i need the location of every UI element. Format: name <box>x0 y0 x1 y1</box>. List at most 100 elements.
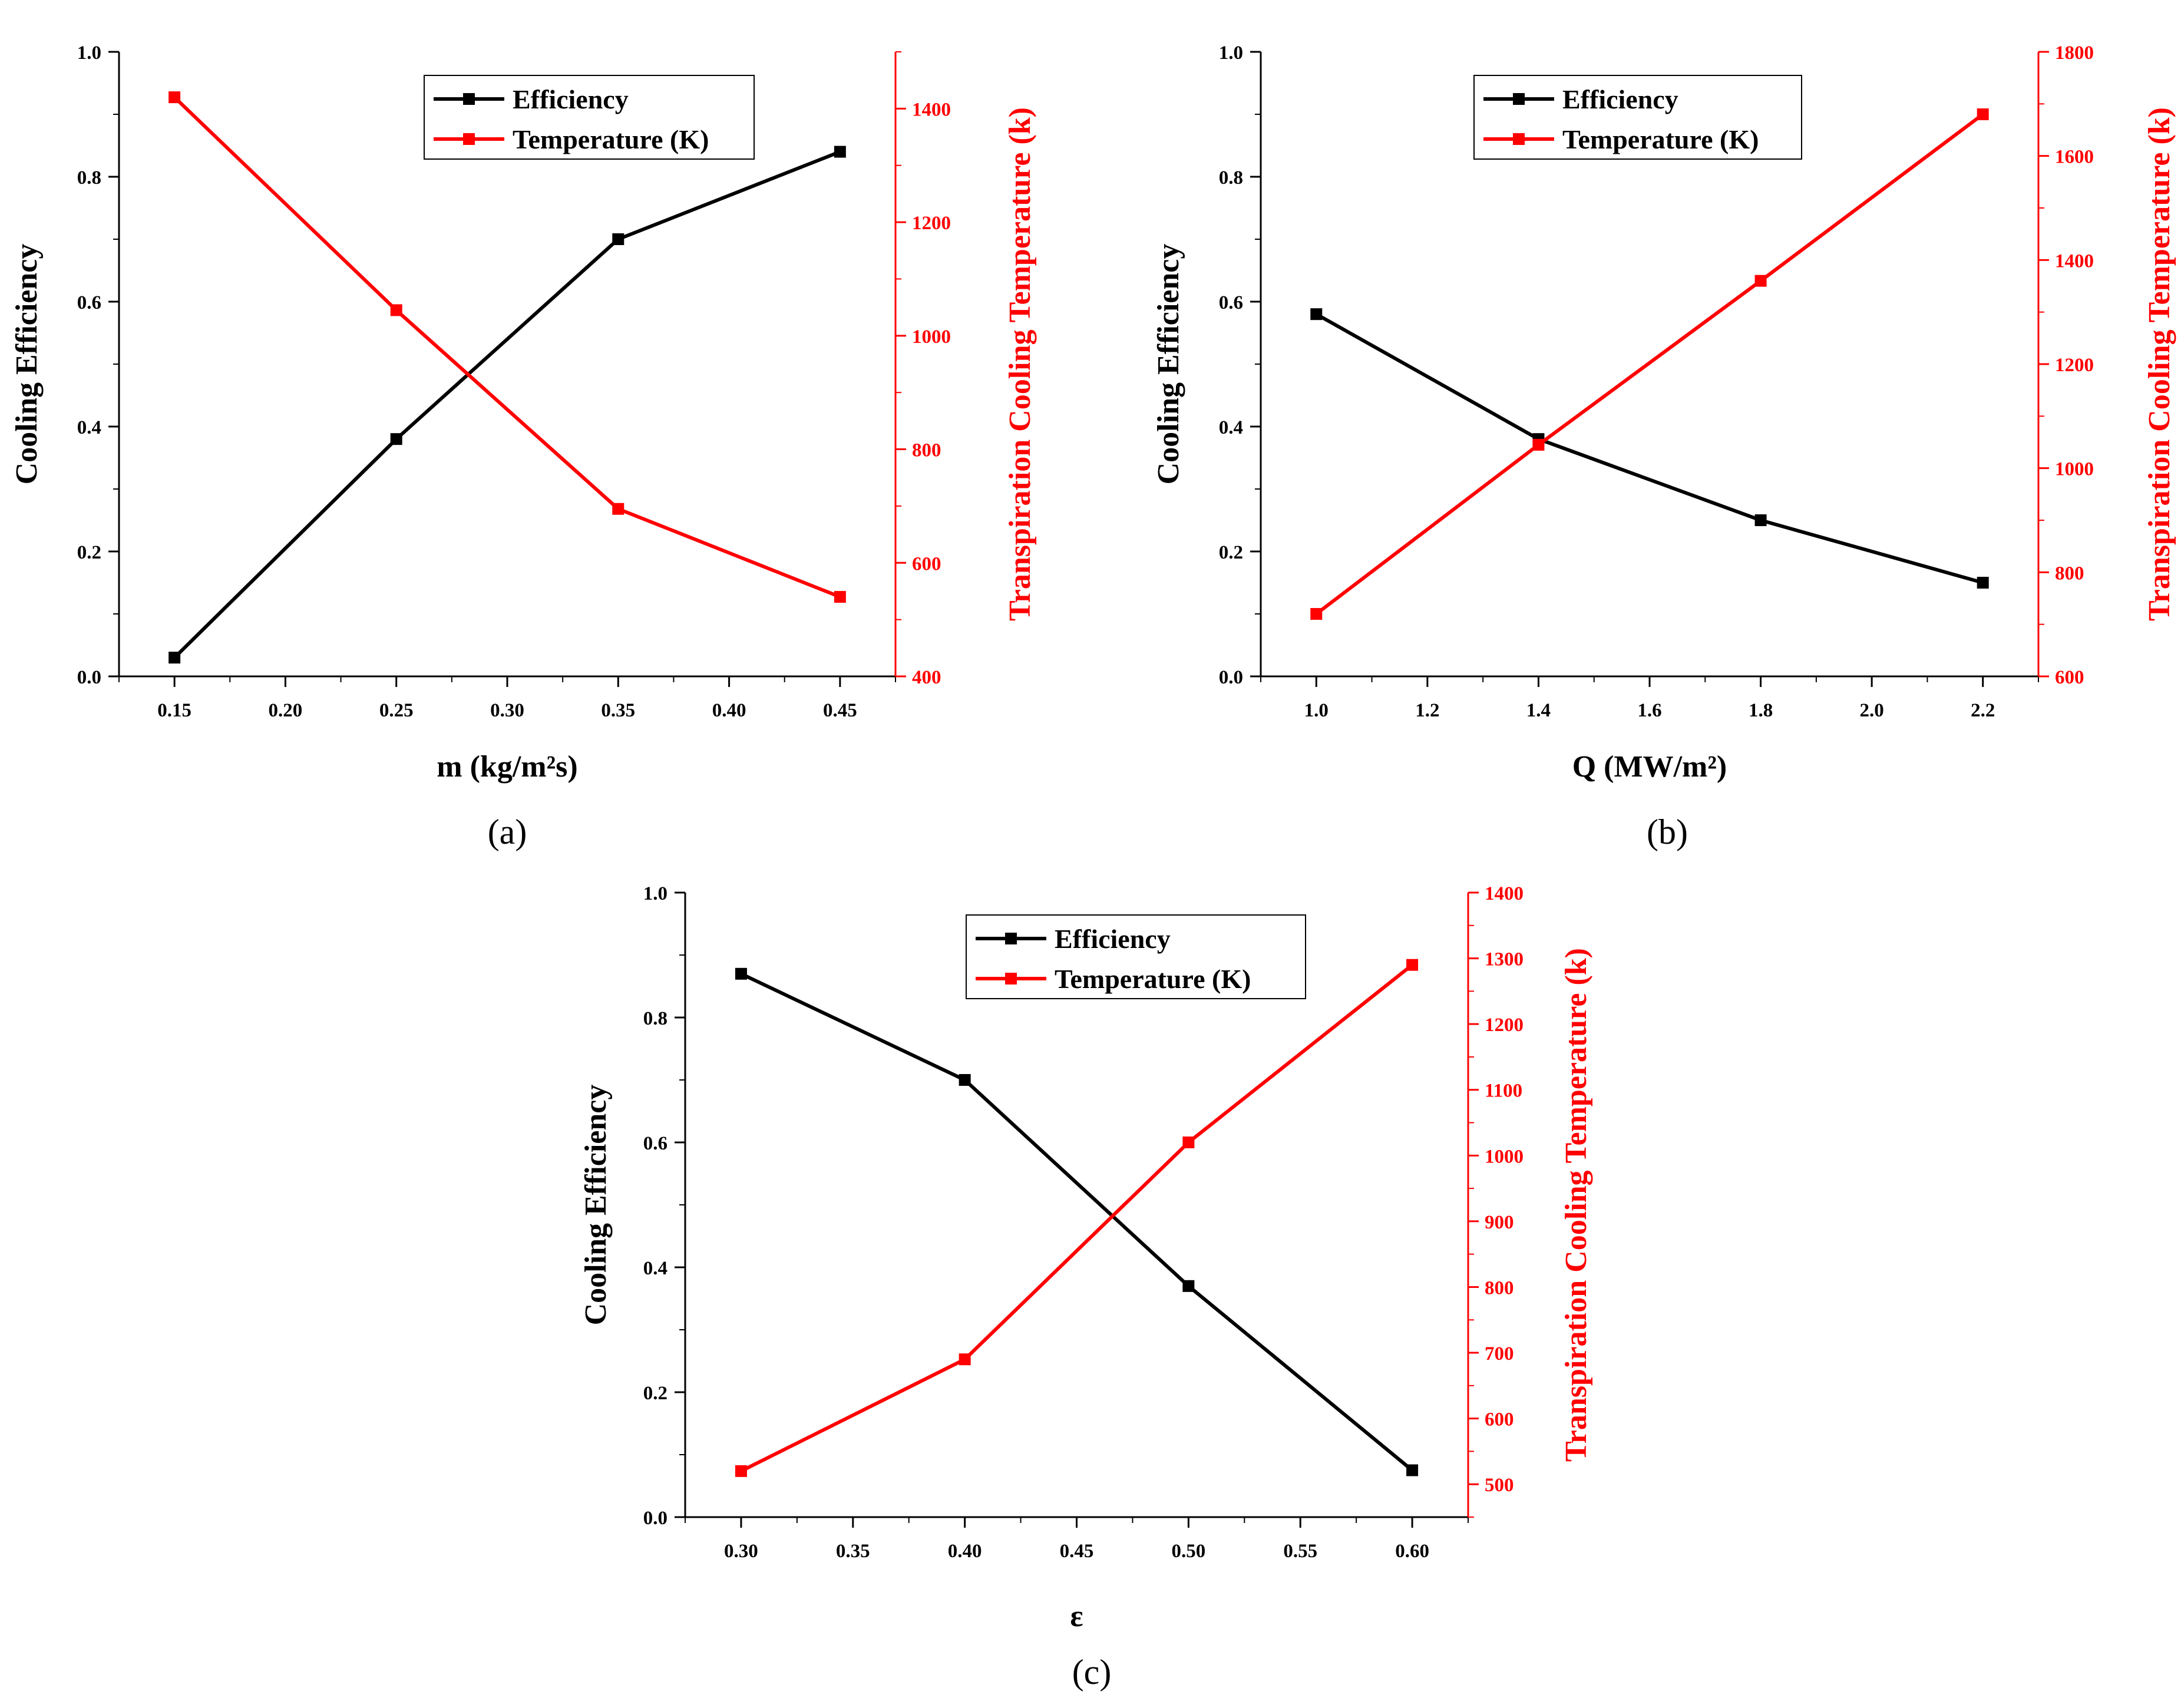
y-tick-label: 0.2 <box>77 542 101 563</box>
y-tick-label: 0.2 <box>643 1383 667 1404</box>
y-tick-label: 1.0 <box>1219 42 1243 64</box>
x-tick-label: 0.50 <box>1171 1541 1205 1562</box>
y-axis-title: Cooling Efficiency <box>579 1085 613 1326</box>
legend-marker <box>1513 93 1525 105</box>
y2-tick-label: 1300 <box>1485 949 1524 970</box>
legend-marker <box>463 133 475 145</box>
y-tick-label: 1.0 <box>77 42 101 64</box>
temperature-point <box>959 1353 971 1366</box>
y2-tick-label: 600 <box>2055 667 2084 688</box>
y2-tick-label: 1200 <box>1485 1015 1524 1036</box>
x-tick-label: 1.0 <box>1304 700 1329 721</box>
efficiency-point <box>834 146 846 158</box>
y2-axis-title: Transpiration Cooling Temperature (k) <box>1003 107 1037 621</box>
y2-tick-label: 800 <box>1485 1277 1514 1299</box>
y2-tick-label: 1400 <box>1485 883 1524 904</box>
y2-tick-label: 1000 <box>912 326 951 348</box>
temperature-point <box>612 503 624 515</box>
y-tick-label: 0.2 <box>1219 542 1243 563</box>
chart-panel-a: 0.15 0.20 0.25 0.30 0.35 0.40 0.45 0.0 0.2 0.4 0.6… <box>10 42 1037 851</box>
x-tick-label: 1.8 <box>1749 700 1773 721</box>
y-tick-label: 1.0 <box>643 883 667 904</box>
efficiency-point <box>959 1074 971 1086</box>
x-tick-label: 0.15 <box>157 700 191 721</box>
y2-tick-label: 700 <box>1485 1343 1514 1365</box>
x-tick-label: 0.30 <box>490 700 524 721</box>
y2-tick-label: 1100 <box>1485 1081 1522 1102</box>
y-tick-label: 0.6 <box>1219 292 1243 313</box>
y2-tick-label: 1400 <box>2055 250 2094 272</box>
x-tick-label: 0.35 <box>601 700 635 721</box>
legend-marker <box>1513 133 1525 145</box>
chart-panel-b: 1.0 1.2 1.4 1.6 1.8 2.0 2.2 0.0 0.2 0.4 0.6 0.8 1.0 6… <box>1152 42 2176 851</box>
y-tick-label: 0.8 <box>77 167 101 189</box>
y2-axis-title: Transpiration Cooling Temperature (k) <box>1559 948 1593 1462</box>
x-tick-label: 0.40 <box>712 700 746 721</box>
y2-tick-label: 1800 <box>2055 42 2094 64</box>
legend-marker <box>1005 973 1017 985</box>
temperature-point <box>1406 959 1419 971</box>
y-tick-label: 0.6 <box>77 292 101 313</box>
y2-tick-label: 600 <box>1485 1409 1514 1431</box>
legend-box <box>1473 75 1802 160</box>
x-tick-label: 0.20 <box>269 700 303 721</box>
x-tick-label: 1.6 <box>1637 700 1661 721</box>
legend: Efficiency Temperature (K) <box>1473 75 1802 160</box>
y2-tick-label: 1600 <box>2055 147 2094 168</box>
temperature-point <box>1754 275 1767 287</box>
temperature-point <box>390 304 402 316</box>
efficiency-point <box>390 433 402 445</box>
x-tick-label: 0.30 <box>724 1541 758 1562</box>
panel-caption: (b) <box>1647 812 1688 851</box>
y2-tick-label: 600 <box>912 553 941 574</box>
efficiency-series-line <box>740 972 1413 1472</box>
legend-label: Efficiency <box>513 84 629 114</box>
x-tick-label: 2.0 <box>1860 700 1884 721</box>
efficiency-point <box>1754 514 1767 526</box>
x-tick-label: 0.55 <box>1283 1541 1317 1562</box>
legend-label: Temperature (K) <box>513 124 709 154</box>
temperature-point <box>735 1465 747 1477</box>
x-tick-label: 0.40 <box>948 1541 982 1562</box>
temperature-point <box>834 591 846 603</box>
y-tick-label: 0.4 <box>643 1258 667 1279</box>
x-tick-label: 0.45 <box>823 700 857 721</box>
x-axis-title: ε <box>1070 1600 1083 1633</box>
temperature-point <box>1182 1137 1195 1148</box>
efficiency-point <box>1310 308 1323 321</box>
efficiency-point <box>1406 1464 1419 1476</box>
legend-marker <box>463 93 475 105</box>
y2-axis-title: Transpiration Cooling Temperature (k) <box>2143 107 2176 621</box>
temperature-series-line <box>173 95 841 599</box>
temperature-point <box>1977 108 1989 120</box>
y2-tick-label: 800 <box>912 440 941 461</box>
efficiency-point <box>168 652 181 664</box>
y2-tick-label: 1400 <box>912 99 951 120</box>
temperature-point <box>1532 438 1545 451</box>
legend-marker <box>1005 933 1017 944</box>
y-tick-label: 0.0 <box>77 667 101 688</box>
efficiency-series-line <box>1315 312 1984 584</box>
y2-tick-label: 1200 <box>912 213 951 234</box>
temperature-series-line <box>1315 113 1984 616</box>
panel-caption: (a) <box>488 812 527 851</box>
legend-box <box>424 75 755 160</box>
efficiency-point <box>735 967 747 980</box>
y2-tick-label: 1200 <box>2055 355 2094 376</box>
x-tick-label: 0.45 <box>1060 1541 1094 1562</box>
x-tick-label: 1.4 <box>1526 700 1551 721</box>
x-tick-label: 1.2 <box>1415 700 1439 721</box>
legend: Efficiency Temperature (K) <box>424 75 755 160</box>
legend-label: Efficiency <box>1562 84 1678 114</box>
x-tick-label: 0.25 <box>379 700 414 721</box>
x-axis-title: Q (MW/m²) <box>1572 750 1727 784</box>
y-tick-label: 0.4 <box>77 417 101 438</box>
panel-caption: (c) <box>1072 1653 1112 1692</box>
y-tick-label: 0.6 <box>643 1133 667 1154</box>
y-tick-label: 0.0 <box>1219 667 1243 688</box>
y-tick-label: 0.8 <box>643 1008 667 1029</box>
temperature-series-line <box>740 963 1413 1473</box>
temperature-point <box>168 91 181 104</box>
legend-label: Efficiency <box>1055 924 1171 954</box>
